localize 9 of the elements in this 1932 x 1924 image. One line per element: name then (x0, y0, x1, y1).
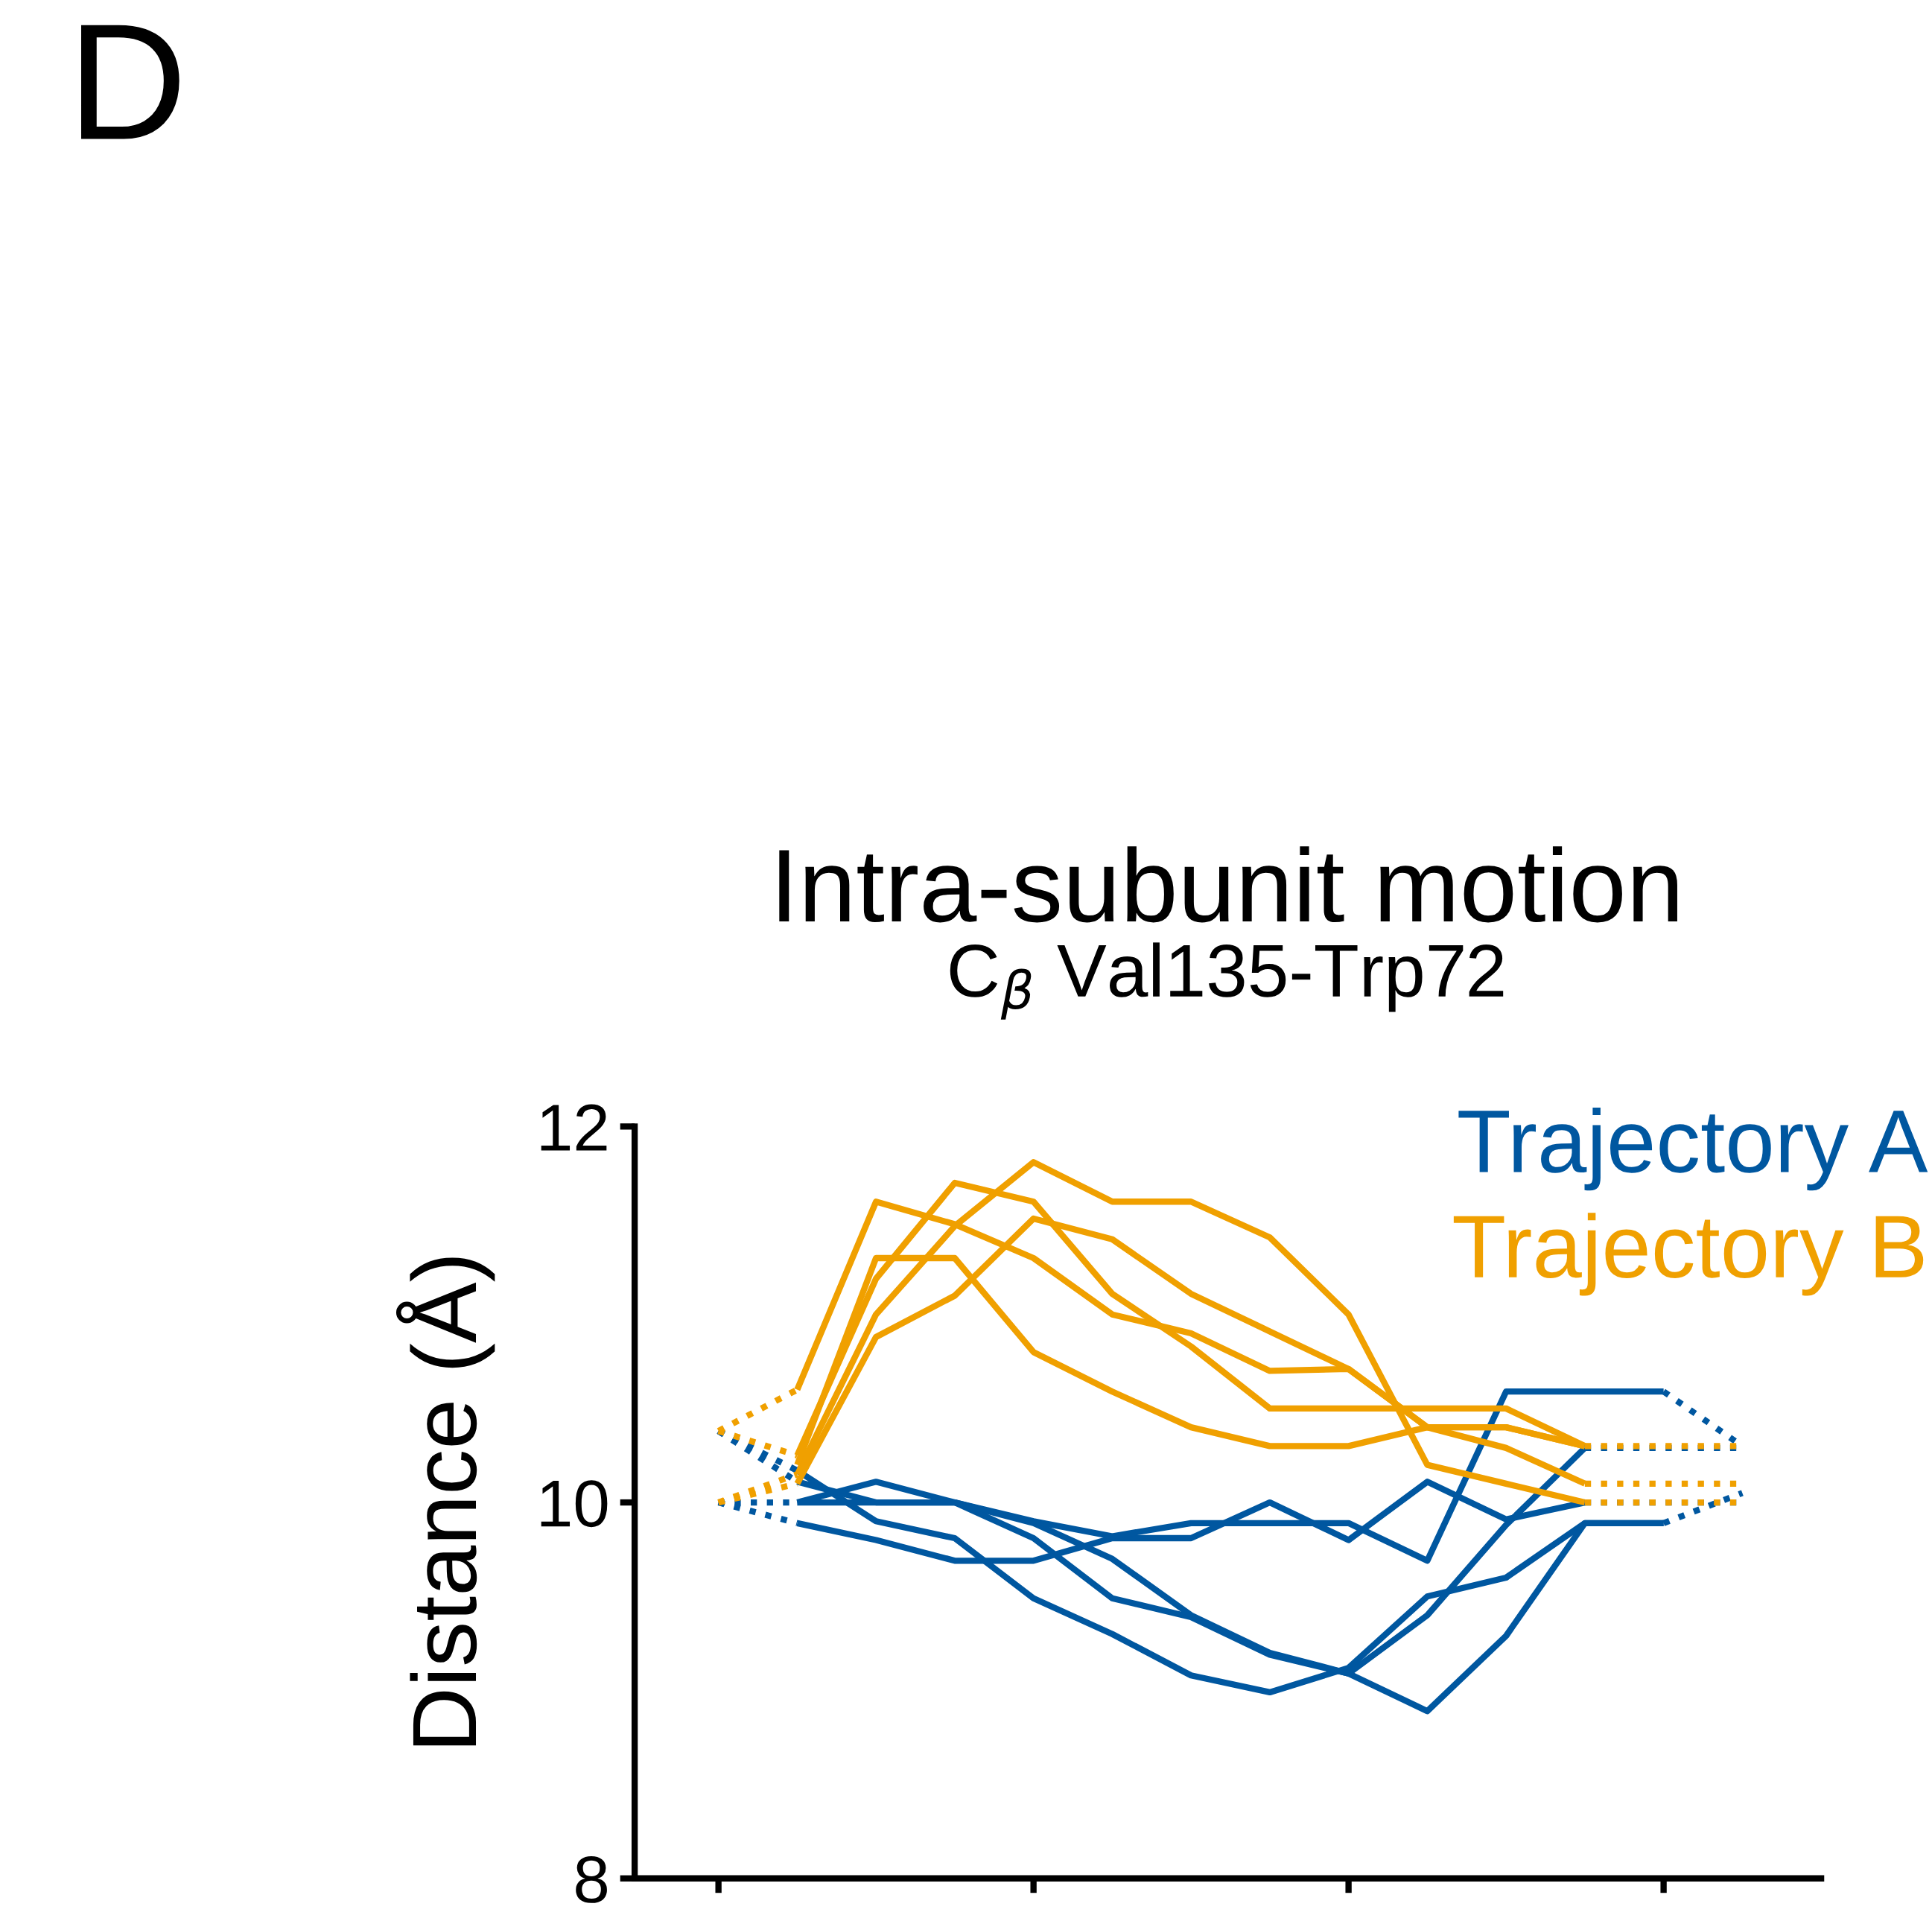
chart-subtitle: C$_{β}$ Val135-Trp72 (950, 942, 1504, 1020)
text: D (81, 25, 179, 139)
series-label: Trajectory B (1453, 1213, 1924, 1296)
y-tick-label: 10 (541, 1480, 608, 1528)
y-axis-title: Distance (Å) (395, 1257, 495, 1746)
text: Trajectory A (1458, 1107, 1928, 1191)
chart-title: Intra-subunit motion (779, 846, 1677, 923)
y-tick-label: 12 (541, 1104, 607, 1151)
y-tick-label: 8 (576, 1855, 607, 1903)
